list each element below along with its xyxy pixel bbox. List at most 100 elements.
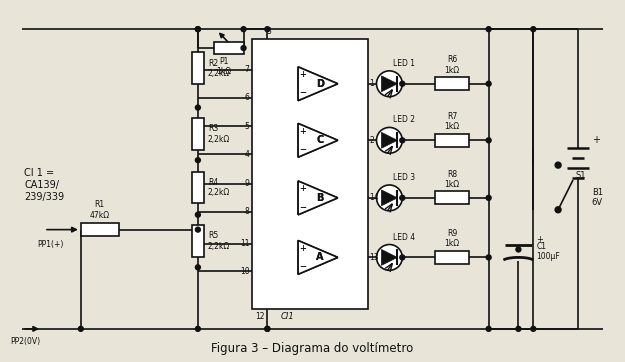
Circle shape bbox=[265, 327, 270, 331]
Text: 10: 10 bbox=[240, 267, 249, 276]
Text: R3
2,2kΩ: R3 2,2kΩ bbox=[208, 124, 230, 144]
Circle shape bbox=[486, 327, 491, 331]
Text: B: B bbox=[316, 193, 324, 203]
Text: 7: 7 bbox=[244, 66, 249, 74]
Circle shape bbox=[376, 127, 402, 153]
Circle shape bbox=[555, 207, 561, 213]
Text: PP2(0V): PP2(0V) bbox=[11, 337, 41, 346]
Text: +: + bbox=[299, 70, 306, 79]
Polygon shape bbox=[298, 67, 338, 101]
Text: Figura 3 – Diagrama do voltímetro: Figura 3 – Diagrama do voltímetro bbox=[211, 342, 413, 355]
Text: 9: 9 bbox=[244, 180, 249, 189]
Circle shape bbox=[486, 255, 491, 260]
Polygon shape bbox=[381, 132, 398, 148]
Circle shape bbox=[400, 255, 405, 260]
Text: CI 1 =
CA139/
239/339: CI 1 = CA139/ 239/339 bbox=[24, 168, 64, 202]
Polygon shape bbox=[381, 249, 398, 265]
Text: 14: 14 bbox=[369, 193, 379, 202]
Text: C: C bbox=[316, 135, 324, 145]
Text: −: − bbox=[299, 89, 307, 97]
Text: +: + bbox=[299, 127, 306, 135]
Text: 13: 13 bbox=[369, 253, 379, 262]
Text: LED 1: LED 1 bbox=[393, 59, 416, 68]
Polygon shape bbox=[381, 76, 398, 92]
Text: −: − bbox=[299, 145, 307, 154]
Circle shape bbox=[531, 327, 536, 331]
Circle shape bbox=[196, 27, 201, 31]
Text: PP1(+): PP1(+) bbox=[37, 240, 64, 249]
Text: CI1: CI1 bbox=[280, 312, 294, 321]
Circle shape bbox=[555, 162, 561, 168]
Text: S1: S1 bbox=[576, 171, 586, 180]
Circle shape bbox=[486, 27, 491, 31]
Circle shape bbox=[400, 138, 405, 143]
Circle shape bbox=[196, 227, 201, 232]
Bar bbox=[253, 39, 368, 309]
Text: 3: 3 bbox=[267, 27, 272, 36]
Text: 11: 11 bbox=[240, 239, 249, 248]
Polygon shape bbox=[298, 181, 338, 215]
Circle shape bbox=[400, 195, 405, 200]
Text: A: A bbox=[316, 252, 324, 262]
Polygon shape bbox=[298, 181, 338, 215]
Circle shape bbox=[78, 327, 83, 331]
Polygon shape bbox=[298, 240, 338, 274]
Bar bbox=[214, 42, 244, 54]
Bar bbox=[192, 118, 204, 150]
Text: +: + bbox=[299, 127, 306, 135]
Circle shape bbox=[196, 327, 201, 331]
Text: R8
1kΩ: R8 1kΩ bbox=[444, 169, 459, 189]
Text: +: + bbox=[536, 235, 543, 244]
Bar bbox=[192, 52, 204, 84]
Polygon shape bbox=[298, 123, 338, 157]
Circle shape bbox=[486, 195, 491, 200]
Circle shape bbox=[196, 105, 201, 110]
Text: C1
100μF: C1 100μF bbox=[536, 242, 560, 261]
Circle shape bbox=[486, 138, 491, 143]
Text: 4: 4 bbox=[244, 150, 249, 159]
Bar bbox=[192, 225, 204, 257]
Text: +: + bbox=[299, 184, 306, 193]
Text: +: + bbox=[592, 135, 600, 145]
Text: R5
2,2kΩ: R5 2,2kΩ bbox=[208, 231, 230, 251]
Bar bbox=[192, 172, 204, 203]
Text: −: − bbox=[299, 145, 307, 154]
Text: −: − bbox=[299, 262, 307, 271]
Text: −: − bbox=[299, 203, 307, 212]
Text: LED 4: LED 4 bbox=[393, 232, 416, 241]
Circle shape bbox=[265, 27, 270, 31]
Text: R2
2,2kΩ: R2 2,2kΩ bbox=[208, 59, 230, 78]
Text: 8: 8 bbox=[245, 207, 249, 216]
Text: 6: 6 bbox=[244, 93, 249, 102]
Bar bbox=[435, 191, 469, 204]
Text: B1
6V: B1 6V bbox=[592, 188, 603, 207]
Circle shape bbox=[241, 46, 246, 51]
Text: +: + bbox=[299, 70, 306, 79]
Text: 5: 5 bbox=[244, 122, 249, 131]
Bar bbox=[81, 223, 119, 236]
Circle shape bbox=[516, 247, 521, 252]
Circle shape bbox=[196, 158, 201, 163]
Text: 1: 1 bbox=[369, 79, 374, 88]
Text: −: − bbox=[299, 262, 307, 271]
Circle shape bbox=[196, 27, 201, 31]
Text: +: + bbox=[299, 244, 306, 253]
Bar bbox=[435, 77, 469, 90]
Circle shape bbox=[196, 212, 201, 217]
Text: +: + bbox=[299, 184, 306, 193]
Circle shape bbox=[376, 185, 402, 211]
Text: C: C bbox=[316, 135, 324, 145]
Circle shape bbox=[376, 244, 402, 270]
Text: P1
1kΩ: P1 1kΩ bbox=[216, 57, 231, 76]
Circle shape bbox=[400, 81, 405, 86]
Text: R7
1kΩ: R7 1kΩ bbox=[444, 112, 459, 131]
Text: −: − bbox=[299, 203, 307, 212]
Polygon shape bbox=[298, 123, 338, 157]
Circle shape bbox=[516, 327, 521, 331]
Circle shape bbox=[531, 27, 536, 31]
Polygon shape bbox=[298, 67, 338, 101]
Text: R4
2,2kΩ: R4 2,2kΩ bbox=[208, 178, 230, 197]
Circle shape bbox=[196, 265, 201, 270]
Circle shape bbox=[241, 27, 246, 31]
Text: R6
1kΩ: R6 1kΩ bbox=[444, 55, 459, 75]
